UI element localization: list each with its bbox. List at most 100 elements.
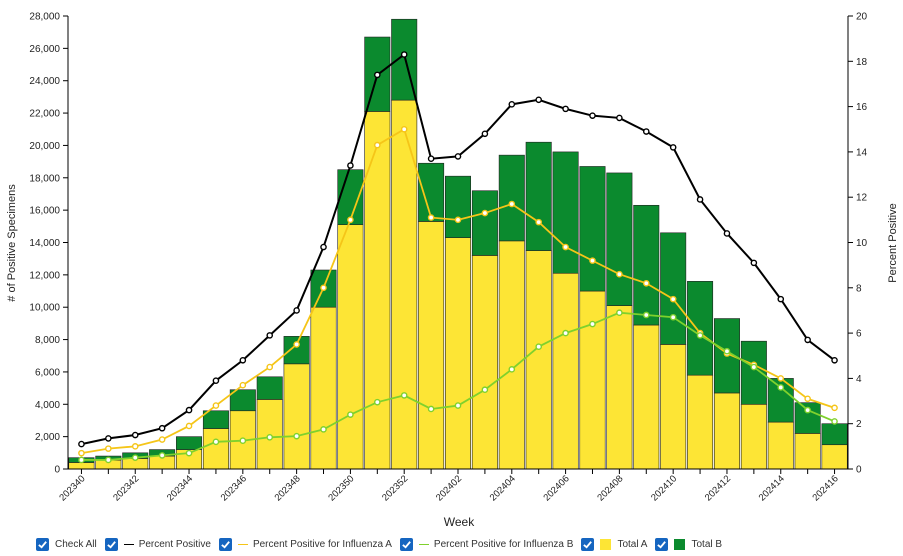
checkbox-percent-positive-a[interactable] xyxy=(218,538,232,551)
checkbox-check-all[interactable] xyxy=(36,538,49,551)
x-tick-label: 202348 xyxy=(273,473,303,503)
y-right-tick-label: 20 xyxy=(856,12,868,23)
point-percent-positive xyxy=(212,377,220,384)
y-right-tick-label: 12 xyxy=(856,193,868,204)
point-percent-positive xyxy=(293,307,300,314)
point-percent-positive xyxy=(804,336,811,344)
bar-total-b xyxy=(579,166,606,292)
point-percent-positive-b xyxy=(347,411,354,418)
y-axis-right-label: Percent Positive xyxy=(887,203,899,282)
bar-total-b xyxy=(445,175,471,238)
bar-total-b xyxy=(660,232,687,345)
bar-total-b xyxy=(633,204,660,326)
point-percent-positive-b xyxy=(616,309,623,317)
point-percent-positive xyxy=(454,153,462,160)
point-percent-positive-b xyxy=(185,449,193,457)
bar-total-a xyxy=(821,444,848,470)
point-percent-positive xyxy=(374,71,381,79)
point-percent-positive-b xyxy=(535,343,542,350)
bar-total-a xyxy=(283,363,310,470)
point-percent-positive-a xyxy=(616,270,623,278)
y-right-tick-label: 0 xyxy=(856,465,862,476)
point-percent-positive-a xyxy=(347,216,354,224)
checkbox-percent-positive-b[interactable] xyxy=(399,538,413,551)
bar-total-b xyxy=(525,141,552,251)
point-percent-positive-a xyxy=(642,279,650,287)
y-left-tick-label: 10,000 xyxy=(29,303,60,314)
point-percent-positive xyxy=(535,96,542,104)
point-percent-positive-a xyxy=(158,436,166,443)
legend-percent-positive-label: Percent Positive xyxy=(138,539,211,550)
legend-total-a[interactable]: Total A xyxy=(581,538,647,551)
legend-percent-positive-b[interactable]: Percent Positive for Influenza B xyxy=(399,538,573,551)
total-b-swatch-icon xyxy=(674,539,686,550)
point-percent-positive xyxy=(320,243,327,251)
bar-total-a xyxy=(687,374,714,470)
checkbox-total-a[interactable] xyxy=(581,538,595,551)
point-percent-positive xyxy=(696,196,704,203)
y-left-tick-label: 8,000 xyxy=(35,335,60,346)
y-left-tick-label: 22,000 xyxy=(29,109,60,120)
x-tick-label: 202414 xyxy=(757,473,787,503)
point-percent-positive-a xyxy=(293,341,300,348)
point-percent-positive-a xyxy=(481,209,489,217)
point-percent-positive-b xyxy=(400,392,408,399)
bar-total-b xyxy=(202,410,229,429)
legend-check-all-label: Check All xyxy=(55,539,97,550)
y-right-tick-label: 6 xyxy=(856,329,862,340)
point-percent-positive-b xyxy=(293,432,300,440)
bar-total-a xyxy=(606,305,633,470)
y-left-tick-label: 14,000 xyxy=(29,238,60,249)
x-tick-label: 202342 xyxy=(111,473,141,503)
bars-group xyxy=(68,18,848,470)
bar-total-a xyxy=(579,290,606,470)
point-percent-positive-a xyxy=(266,363,274,371)
point-percent-positive xyxy=(185,406,193,414)
x-tick-label: 202346 xyxy=(219,473,249,503)
y-right-tick-label: 4 xyxy=(856,374,862,385)
point-percent-positive-b xyxy=(642,311,650,319)
point-percent-positive-a xyxy=(454,216,462,224)
x-tick-label: 202404 xyxy=(488,473,518,503)
y-left-tick-label: 2,000 xyxy=(35,432,60,443)
point-percent-positive-b xyxy=(562,329,569,337)
checkbox-percent-positive[interactable] xyxy=(104,538,118,551)
point-percent-positive-a xyxy=(212,402,220,409)
percent-positive-b-line-icon xyxy=(418,544,429,545)
y-right-tick-label: 10 xyxy=(856,238,868,249)
x-axis-label: Week xyxy=(444,515,475,529)
point-percent-positive-b xyxy=(723,347,731,355)
y-left-tick-label: 18,000 xyxy=(29,173,60,184)
x-tick-label: 202352 xyxy=(380,473,410,503)
y-right-tick-label: 16 xyxy=(856,102,868,113)
legend-percent-positive-a[interactable]: Percent Positive for Influenza A xyxy=(218,538,392,551)
legend-total-b[interactable]: Total B xyxy=(655,538,722,551)
y-axis-left-label: # of Positive Specimens xyxy=(6,184,18,302)
point-percent-positive-b xyxy=(481,386,489,394)
point-percent-positive-a xyxy=(239,381,247,389)
y-right-tick-label: 18 xyxy=(856,57,868,68)
point-percent-positive-a xyxy=(535,218,542,226)
x-tick-label: 202340 xyxy=(57,473,87,503)
percent-positive-line-icon xyxy=(123,544,134,545)
bar-total-b xyxy=(229,389,256,412)
point-percent-positive-b xyxy=(804,406,811,414)
point-percent-positive xyxy=(750,259,758,267)
legend-total-a-label: Total A xyxy=(617,539,648,550)
bar-total-b xyxy=(821,423,848,446)
point-percent-positive xyxy=(831,356,838,364)
legend-percent-positive[interactable]: Percent Positive xyxy=(104,538,211,551)
point-percent-positive-b xyxy=(777,384,785,391)
point-percent-positive-b xyxy=(158,452,166,459)
bar-total-a xyxy=(445,237,471,470)
bar-total-b xyxy=(606,172,633,306)
y-right-tick-label: 8 xyxy=(856,283,862,294)
point-percent-positive-b xyxy=(320,426,327,433)
y-left-tick-label: 12,000 xyxy=(29,270,60,281)
x-tick-label: 202350 xyxy=(326,473,356,503)
bar-total-a xyxy=(713,392,740,470)
point-percent-positive-b xyxy=(508,366,516,373)
point-percent-positive-b xyxy=(374,398,381,406)
legend-check-all[interactable]: Check All xyxy=(36,538,97,551)
checkbox-total-b[interactable] xyxy=(655,538,669,551)
